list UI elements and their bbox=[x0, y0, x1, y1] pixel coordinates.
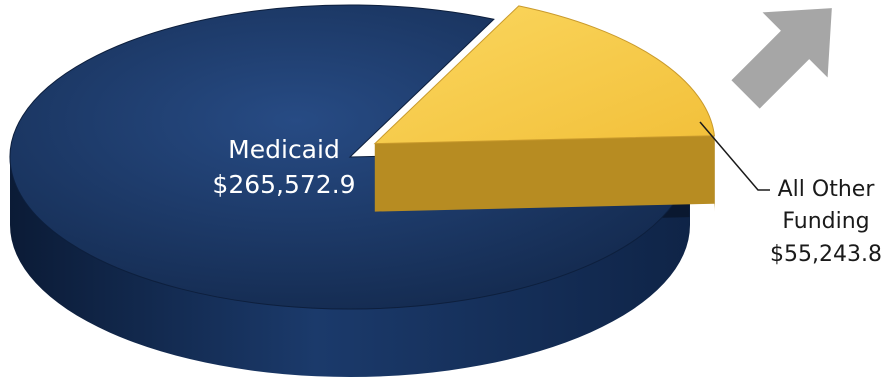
slice-other-top bbox=[373, 5, 715, 145]
slice-other-end-wall bbox=[374, 135, 715, 212]
slice-label-other-line2: Funding bbox=[782, 209, 869, 234]
slice-medicaid-top bbox=[9, 4, 691, 310]
slice-label-other-line1: All Other bbox=[778, 177, 876, 202]
slice-medicaid-side bbox=[10, 157, 690, 377]
slice-value-medicaid: $265,572.9 bbox=[212, 170, 355, 199]
slice-other-funding bbox=[373, 5, 715, 212]
slice-value-other: $55,243.8 bbox=[770, 242, 882, 267]
up-right-arrow-icon bbox=[731, 8, 832, 109]
slice-label-medicaid: Medicaid bbox=[228, 135, 340, 164]
leader-line bbox=[699, 121, 770, 191]
arrow-decoration bbox=[731, 8, 832, 109]
